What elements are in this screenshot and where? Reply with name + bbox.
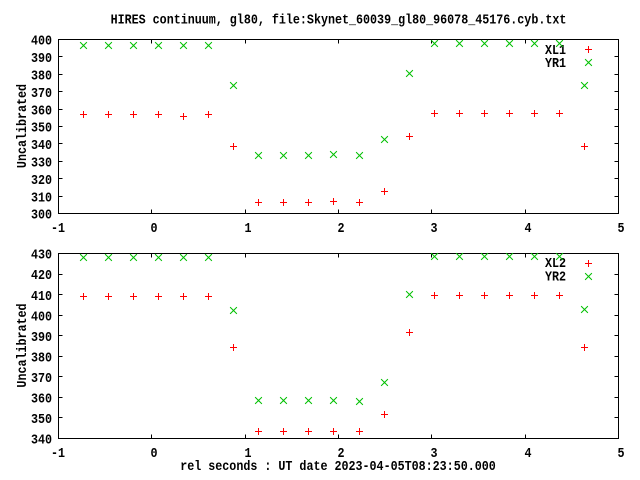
svg-text:300: 300 (31, 207, 52, 223)
svg-text:-1: -1 (51, 220, 65, 236)
svg-text:XL2: XL2 (545, 255, 566, 271)
svg-text:YR1: YR1 (545, 55, 566, 71)
svg-text:Uncalibrated: Uncalibrated (14, 84, 30, 168)
svg-text:320: 320 (31, 172, 52, 188)
svg-text:330: 330 (31, 155, 52, 171)
svg-text:400: 400 (31, 308, 52, 324)
svg-text:YR2: YR2 (545, 269, 566, 285)
svg-text:Uncalibrated: Uncalibrated (14, 303, 30, 387)
svg-text:5: 5 (617, 220, 624, 236)
svg-text:350: 350 (31, 411, 52, 427)
svg-text:340: 340 (31, 137, 52, 153)
svg-text:310: 310 (31, 189, 52, 205)
svg-text:0: 0 (150, 220, 157, 236)
svg-text:5: 5 (617, 445, 624, 461)
svg-text:rel seconds : UT date 2023-04-: rel seconds : UT date 2023-04-05T08:23:5… (180, 458, 496, 474)
svg-text:XL1: XL1 (545, 42, 566, 58)
svg-text:410: 410 (31, 288, 52, 304)
svg-text:4: 4 (524, 220, 531, 236)
svg-text:380: 380 (31, 68, 52, 84)
svg-text:3: 3 (430, 220, 437, 236)
svg-text:380: 380 (31, 350, 52, 366)
svg-text:2: 2 (337, 220, 344, 236)
svg-text:340: 340 (31, 432, 52, 448)
svg-text:3: 3 (430, 445, 437, 461)
svg-text:390: 390 (31, 329, 52, 345)
svg-text:HIRES continuum, gl80, file:Sk: HIRES continuum, gl80, file:Skynet_60039… (111, 12, 567, 28)
svg-text:2: 2 (337, 445, 344, 461)
svg-text:360: 360 (31, 102, 52, 118)
svg-text:390: 390 (31, 50, 52, 66)
svg-text:4: 4 (524, 445, 531, 461)
svg-text:400: 400 (31, 33, 52, 49)
svg-text:-1: -1 (51, 445, 65, 461)
svg-text:430: 430 (31, 247, 52, 263)
svg-text:1: 1 (244, 445, 251, 461)
svg-text:350: 350 (31, 120, 52, 136)
svg-text:370: 370 (31, 370, 52, 386)
svg-text:370: 370 (31, 85, 52, 101)
svg-text:420: 420 (31, 267, 52, 283)
svg-text:1: 1 (244, 220, 251, 236)
svg-text:0: 0 (150, 445, 157, 461)
svg-text:360: 360 (31, 391, 52, 407)
